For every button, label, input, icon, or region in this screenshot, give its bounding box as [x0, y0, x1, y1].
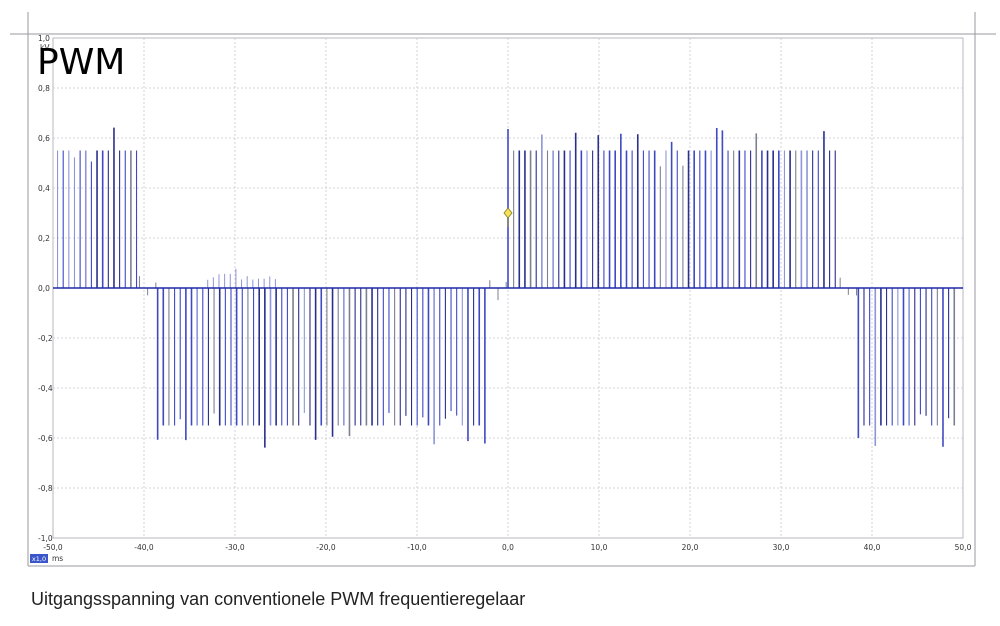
y-tick-label: -0,4	[38, 384, 53, 393]
x-tick-label: 30,0	[773, 543, 790, 552]
x-tick-label: -40,0	[134, 543, 154, 552]
x-tick-label: -50,0	[43, 543, 63, 552]
x-tick-label: -10,0	[407, 543, 427, 552]
x-tick-label: 40,0	[864, 543, 881, 552]
y-tick-label: 0,4	[38, 184, 50, 193]
y-tick-label: 0,2	[38, 234, 50, 243]
y-tick-label: 0,8	[38, 84, 50, 93]
chart-title: PWM	[37, 42, 126, 83]
oscilloscope-chart: 1,0 0,8 0,6 0,4 0,2 0,0 -0,2 -0,4 -0,6 -0,8 -1,0 kV…	[10, 12, 996, 567]
x-tick-label: 0,0	[502, 543, 514, 552]
y-tick-label: -0,6	[38, 434, 53, 443]
x-tick-label: -20,0	[316, 543, 336, 552]
y-tick-label: 0,6	[38, 134, 50, 143]
trigger-marker-icon	[503, 207, 513, 219]
y-tick-label: 1,0	[38, 34, 50, 43]
x-tick-label: 10,0	[591, 543, 608, 552]
x-tick-label: 50,0	[955, 543, 972, 552]
scale-badge-label: x1,0	[32, 555, 46, 563]
y-tick-label: -1,0	[38, 534, 53, 543]
x-tick-label: -30,0	[225, 543, 245, 552]
y-tick-label: -0,2	[38, 334, 53, 343]
y-tick-label: 0,0	[38, 284, 50, 293]
y-tick-label: -0,8	[38, 484, 53, 493]
x-tick-label: 20,0	[682, 543, 699, 552]
scale-badge	[30, 554, 48, 563]
y-unit-label: kV	[40, 43, 50, 52]
x-unit-label: ms	[52, 554, 63, 563]
figure-caption: Uitgangsspanning van conventionele PWM f…	[31, 589, 526, 609]
